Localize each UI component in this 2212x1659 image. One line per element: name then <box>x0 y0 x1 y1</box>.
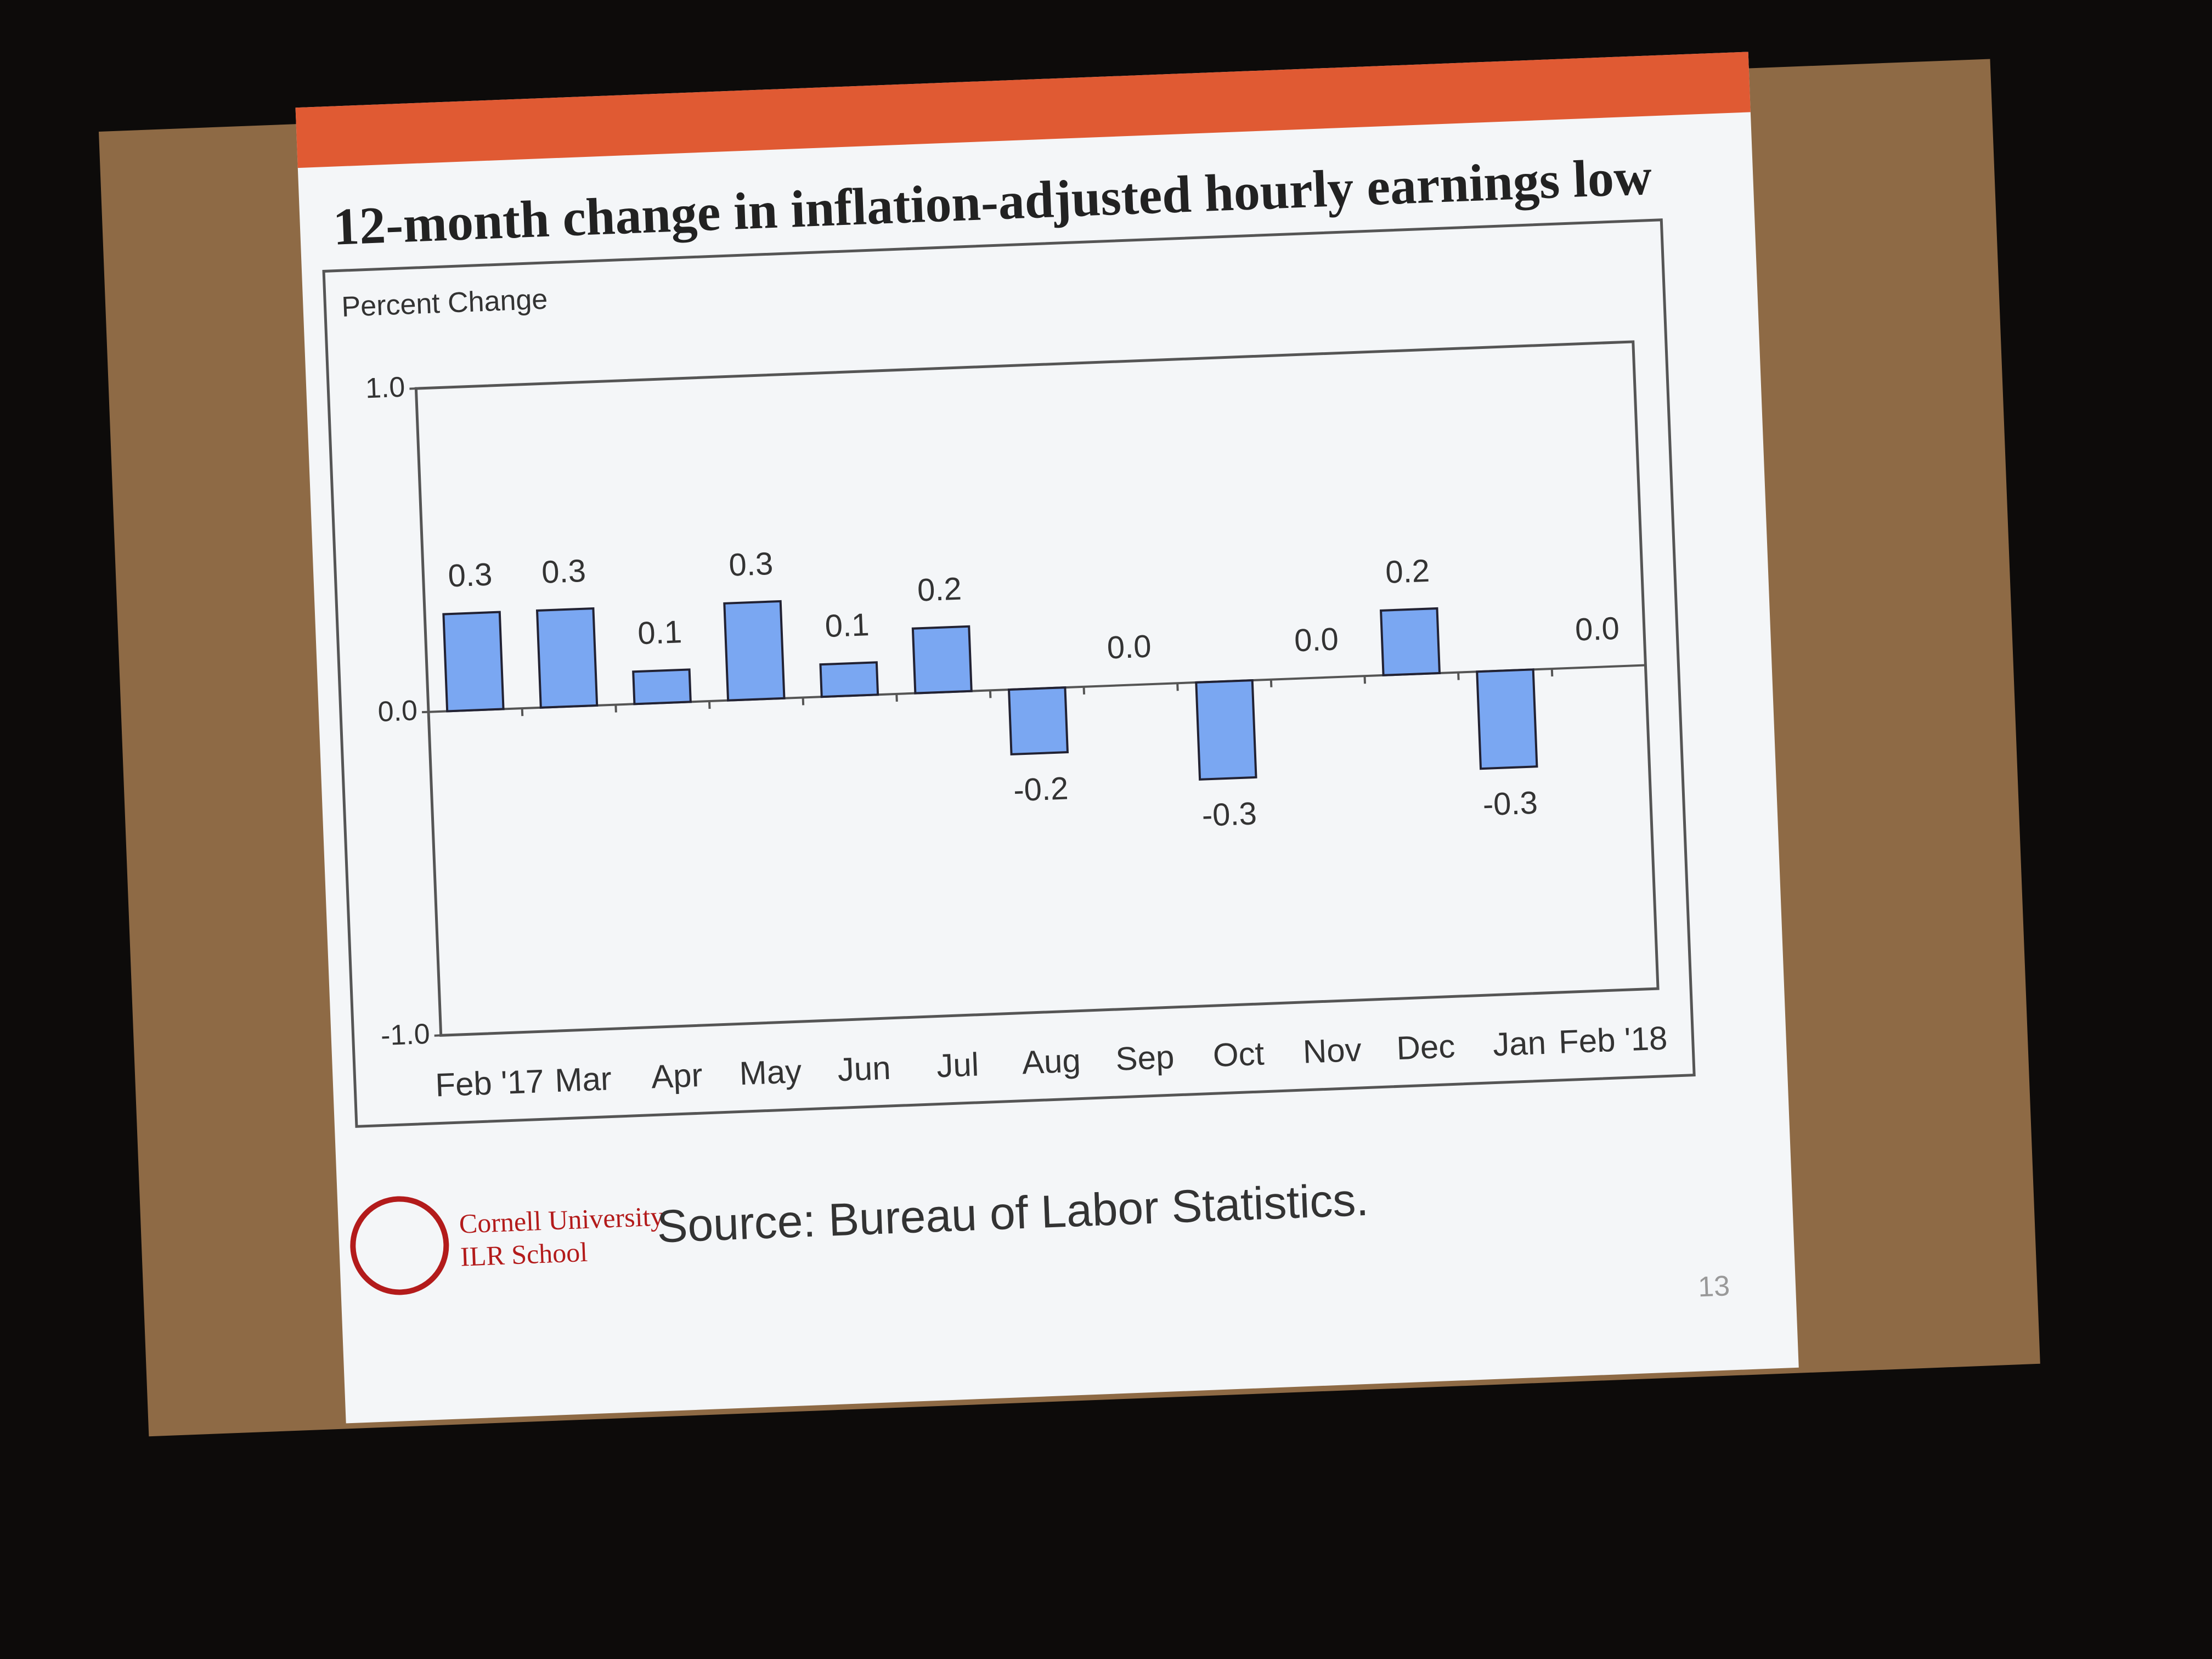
bar <box>1476 668 1538 770</box>
y-tick-label: -1.0 <box>380 1018 431 1052</box>
x-tick-label: Jan <box>1492 1024 1547 1063</box>
x-tick <box>1269 679 1273 687</box>
x-tick-label: Apr <box>651 1057 703 1096</box>
value-label: -0.3 <box>1482 785 1538 823</box>
x-tick-label: Sep <box>1115 1039 1175 1077</box>
value-label: 0.0 <box>1575 611 1620 648</box>
value-label: 0.3 <box>728 546 774 583</box>
x-tick-label: Dec <box>1396 1028 1455 1066</box>
logo-seal <box>350 1196 449 1295</box>
bar <box>632 668 692 706</box>
x-tick-label: Feb '17 <box>435 1063 545 1104</box>
page-number: 13 <box>1697 1270 1730 1303</box>
x-tick <box>895 693 898 702</box>
x-tick-label: Feb '18 <box>1558 1019 1668 1060</box>
slide: 12-month change in inflation-adjusted ho… <box>295 52 1799 1424</box>
value-label: 0.2 <box>1385 553 1430 590</box>
bar <box>1380 607 1441 676</box>
bar <box>819 661 879 698</box>
y-tick-label: 0.0 <box>377 695 418 728</box>
value-label: -0.2 <box>1013 770 1069 808</box>
chart-frame <box>322 218 1696 1128</box>
x-tick <box>1082 686 1086 695</box>
value-label: 0.1 <box>824 607 870 644</box>
x-tick-label: Aug <box>1022 1042 1081 1081</box>
x-tick-label: Oct <box>1212 1035 1265 1074</box>
bar <box>442 611 505 713</box>
bar <box>723 600 786 702</box>
x-tick-label: May <box>738 1053 802 1092</box>
x-tick <box>1457 672 1460 680</box>
x-tick <box>1550 668 1554 677</box>
x-tick-label: Jun <box>837 1049 891 1088</box>
y-axis-label: Percent Change <box>341 284 548 323</box>
x-tick-label: Jul <box>936 1046 979 1085</box>
bar <box>1007 686 1069 756</box>
value-label: 0.1 <box>637 614 682 651</box>
x-tick <box>521 708 524 716</box>
bar <box>911 625 973 695</box>
value-label: 0.3 <box>447 556 493 594</box>
x-tick-label: Mar <box>554 1060 612 1099</box>
x-tick <box>1363 676 1367 684</box>
header-bar <box>295 52 1751 168</box>
x-tick-label: Nov <box>1302 1031 1362 1070</box>
x-tick <box>802 697 805 706</box>
bar <box>535 607 599 709</box>
value-label: -0.3 <box>1201 795 1257 833</box>
x-tick <box>1176 683 1179 691</box>
logo-school: ILR School <box>460 1237 588 1272</box>
y-tick-label: 1.0 <box>365 371 405 405</box>
x-tick <box>708 701 711 709</box>
value-label: 0.2 <box>917 571 962 608</box>
x-tick <box>1644 665 1647 673</box>
x-tick <box>989 690 992 698</box>
value-label: 0.0 <box>1294 621 1339 658</box>
screen: 12-month change in inflation-adjusted ho… <box>99 52 2040 1437</box>
value-label: 0.0 <box>1107 628 1152 665</box>
value-label: 0.3 <box>541 553 586 590</box>
bar <box>1195 679 1257 781</box>
